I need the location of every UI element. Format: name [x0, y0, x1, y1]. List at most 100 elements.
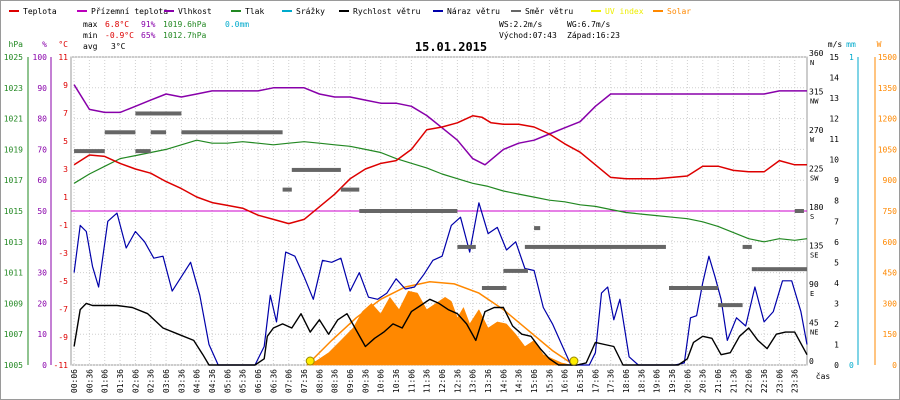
ms-axis-tick: 7 [834, 217, 839, 226]
wind-direction-segment [135, 149, 151, 154]
percent-axis-tick: 20 [37, 299, 47, 308]
x-axis-tick: 11:06 [407, 369, 416, 393]
x-axis-tick: 02:06 [131, 369, 140, 393]
x-axis-tick: 08:06 [315, 369, 324, 393]
x-axis-tick: 12:36 [453, 369, 462, 393]
wind-direction-segment [135, 111, 182, 116]
wind-direction-segment [757, 267, 807, 272]
percent-axis-tick: 70 [37, 145, 47, 154]
ms-axis-tick: 12 [829, 115, 839, 124]
dir-axis-compass: E [810, 290, 814, 298]
x-axis-tick: 18:36 [637, 369, 646, 393]
ms-axis-tick: 10 [829, 156, 839, 165]
wind-direction-segment [524, 244, 531, 249]
x-axis-tick: 10:36 [392, 369, 401, 393]
wind-direction-segment [181, 130, 283, 135]
stats-block: max 6.8°C 91% 1019.6hPa 0.0mm min -0.9°C… [83, 20, 620, 51]
dir-axis-tick: 90 [809, 280, 819, 289]
percent-axis-tick: 100 [33, 53, 48, 62]
wind-direction-segment [718, 303, 743, 308]
x-axis-tick: 03:06 [162, 369, 171, 393]
x-axis-tick: 17:06 [591, 369, 600, 393]
x-axis-tick: 04:36 [208, 369, 217, 393]
chart-title: 15.01.2015 [415, 40, 487, 54]
dir-axis-compass: SE [810, 252, 818, 260]
series-lines [73, 84, 808, 366]
dir-axis-compass: NE [810, 329, 818, 337]
x-axis-tick: 16:06 [561, 369, 570, 393]
temp-axis-tick: 11 [58, 53, 68, 62]
percent-axis-tick: 10 [37, 330, 47, 339]
tlak-line [73, 139, 808, 243]
x-axis-tick: 09:36 [361, 369, 370, 393]
stat-min-hum: 65% [141, 31, 156, 40]
hpa-axis-tick: 1011 [4, 269, 23, 278]
x-axis-tick: 00:06 [70, 369, 79, 393]
x-axis-tick: 17:36 [607, 369, 616, 393]
w-axis-tick: 0 [892, 361, 897, 370]
w-axis-tick: 1350 [878, 84, 897, 93]
x-axis-tick: 01:06 [101, 369, 110, 393]
legend-entry: Srážky [296, 7, 325, 16]
hpa-axis-tick: 1023 [4, 84, 23, 93]
x-axis-tick: 20:36 [699, 369, 708, 393]
stat-max-press: 1019.6hPa [163, 20, 207, 29]
hpa-axis-tick: 1025 [4, 53, 23, 62]
x-axis-tick: 23:36 [791, 369, 800, 393]
wind-direction-segment [74, 149, 105, 154]
ms-axis-tick: 5 [834, 258, 839, 267]
percent-axis-tick: 40 [37, 238, 47, 247]
x-axis-tick: 09:06 [346, 369, 355, 393]
x-axis-tick: 22:36 [760, 369, 769, 393]
teplota-line [73, 115, 807, 225]
hpa-axis-tick: 1015 [4, 207, 23, 216]
wind-direction-segment [291, 167, 341, 172]
x-axis-tick: 11:36 [423, 369, 432, 393]
x-axis-tick: 14:36 [515, 369, 524, 393]
temp-axis-tick: -1 [58, 221, 68, 230]
x-axis-tick: 21:36 [729, 369, 738, 393]
x-axis-tick: 01:36 [116, 369, 125, 393]
hpa-axis-unit: hPa [9, 40, 24, 49]
temp-axis-tick: -5 [58, 277, 68, 286]
rychlost-vetru-line [73, 298, 808, 366]
temp-axis-tick: -11 [54, 361, 69, 370]
legend-entry: Rychlost větru [353, 7, 421, 16]
x-axis-tick: 04:06 [193, 369, 202, 393]
mm-axis-unit: mm [846, 40, 856, 49]
x-axis-tick: 19:06 [653, 369, 662, 393]
w-axis-tick: 1050 [878, 145, 897, 154]
wind-direction-layer [74, 111, 807, 308]
stat-min-temp: -0.9°C [105, 31, 134, 40]
w-axis-tick: 1200 [878, 115, 897, 124]
sunrise-sunset-markers [305, 356, 579, 366]
stat-wg: WG:6.7m/s [567, 20, 611, 29]
x-axis-tick: 06:06 [254, 369, 263, 393]
ms-axis-tick: 3 [834, 299, 839, 308]
wind-direction-segment [751, 267, 758, 272]
dir-axis-compass: N [810, 59, 814, 67]
stat-sunset: Západ:16:23 [567, 31, 620, 40]
wind-direction-segment [104, 130, 136, 135]
axes: hPa1005100710091011101310151017101910211… [4, 40, 897, 393]
sun-marker [305, 356, 315, 366]
dir-axis-tick: 45 [809, 319, 819, 328]
dir-axis-compass: NW [810, 98, 819, 106]
x-axis-tick: 13:06 [469, 369, 478, 393]
hpa-axis-tick: 1019 [4, 145, 23, 154]
ms-axis-tick: 15 [829, 53, 839, 62]
dir-axis-tick: 0 [809, 357, 814, 366]
x-axis-tick: 18:06 [622, 369, 631, 393]
ms-axis-tick: 11 [829, 135, 839, 144]
hpa-axis-tick: 1005 [4, 361, 23, 370]
w-axis-unit: W [877, 40, 882, 49]
legend-entry: Náraz větru [447, 7, 500, 16]
dir-axis-tick: 360 [809, 49, 824, 58]
x-axis-tick: 14:06 [499, 369, 508, 393]
w-axis-tick: 150 [883, 330, 898, 339]
mm-axis-tick: 0 [849, 361, 854, 370]
ms-axis-tick: 1 [834, 340, 839, 349]
w-axis-tick: 1500 [878, 53, 897, 62]
naraz-vetru-line [73, 202, 808, 366]
stat-sunrise: Východ:07:43 [499, 31, 557, 40]
